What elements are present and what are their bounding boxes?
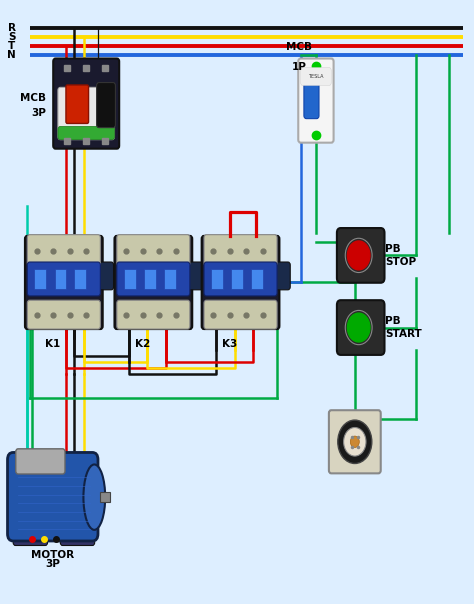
FancyBboxPatch shape bbox=[8, 452, 98, 541]
Text: PB: PB bbox=[385, 243, 401, 254]
FancyBboxPatch shape bbox=[204, 300, 277, 329]
Text: MCB: MCB bbox=[20, 92, 46, 103]
FancyBboxPatch shape bbox=[97, 262, 114, 290]
Bar bbox=[124, 269, 136, 289]
Text: TESLA: TESLA bbox=[308, 74, 324, 79]
FancyBboxPatch shape bbox=[304, 80, 319, 118]
Text: 3P: 3P bbox=[46, 559, 60, 570]
FancyBboxPatch shape bbox=[337, 228, 384, 283]
FancyBboxPatch shape bbox=[274, 262, 290, 290]
FancyBboxPatch shape bbox=[187, 262, 203, 290]
FancyBboxPatch shape bbox=[337, 300, 384, 355]
Circle shape bbox=[347, 313, 370, 342]
Text: S: S bbox=[8, 33, 16, 42]
FancyBboxPatch shape bbox=[16, 449, 65, 474]
Bar bbox=[211, 269, 223, 289]
FancyBboxPatch shape bbox=[117, 235, 190, 266]
Circle shape bbox=[347, 241, 370, 270]
Circle shape bbox=[350, 436, 359, 448]
Circle shape bbox=[338, 420, 372, 463]
FancyBboxPatch shape bbox=[58, 88, 115, 140]
Bar bbox=[231, 269, 243, 289]
Text: K1: K1 bbox=[45, 339, 61, 349]
Text: T: T bbox=[8, 42, 16, 51]
FancyBboxPatch shape bbox=[204, 235, 277, 266]
FancyBboxPatch shape bbox=[27, 300, 100, 329]
FancyBboxPatch shape bbox=[58, 126, 115, 140]
FancyBboxPatch shape bbox=[115, 236, 192, 329]
Text: 1P: 1P bbox=[292, 62, 307, 71]
FancyBboxPatch shape bbox=[97, 83, 116, 127]
Text: R: R bbox=[8, 24, 16, 33]
Text: STOP: STOP bbox=[385, 257, 417, 267]
FancyBboxPatch shape bbox=[204, 262, 277, 296]
Bar bbox=[144, 269, 156, 289]
FancyBboxPatch shape bbox=[298, 59, 334, 143]
Text: N: N bbox=[7, 51, 16, 60]
FancyBboxPatch shape bbox=[25, 236, 103, 329]
Text: START: START bbox=[385, 329, 422, 339]
FancyBboxPatch shape bbox=[117, 262, 190, 296]
Bar bbox=[251, 269, 263, 289]
Text: K3: K3 bbox=[222, 339, 237, 349]
FancyBboxPatch shape bbox=[329, 410, 381, 474]
FancyBboxPatch shape bbox=[27, 262, 100, 296]
FancyBboxPatch shape bbox=[27, 235, 100, 266]
Bar bbox=[55, 269, 66, 289]
FancyBboxPatch shape bbox=[66, 85, 89, 123]
Text: MCB: MCB bbox=[286, 42, 312, 53]
FancyBboxPatch shape bbox=[13, 527, 47, 545]
Text: MOTOR: MOTOR bbox=[31, 550, 74, 560]
Bar bbox=[35, 269, 46, 289]
Text: PB: PB bbox=[385, 316, 401, 326]
FancyBboxPatch shape bbox=[53, 59, 119, 149]
Circle shape bbox=[344, 428, 366, 456]
Text: K2: K2 bbox=[135, 339, 150, 349]
Bar bbox=[100, 492, 110, 503]
Ellipse shape bbox=[83, 464, 105, 530]
Bar bbox=[74, 269, 86, 289]
FancyBboxPatch shape bbox=[201, 236, 279, 329]
Text: 3P: 3P bbox=[31, 108, 46, 118]
FancyBboxPatch shape bbox=[60, 527, 95, 545]
FancyBboxPatch shape bbox=[117, 300, 190, 329]
FancyBboxPatch shape bbox=[301, 68, 331, 86]
Bar bbox=[164, 269, 176, 289]
